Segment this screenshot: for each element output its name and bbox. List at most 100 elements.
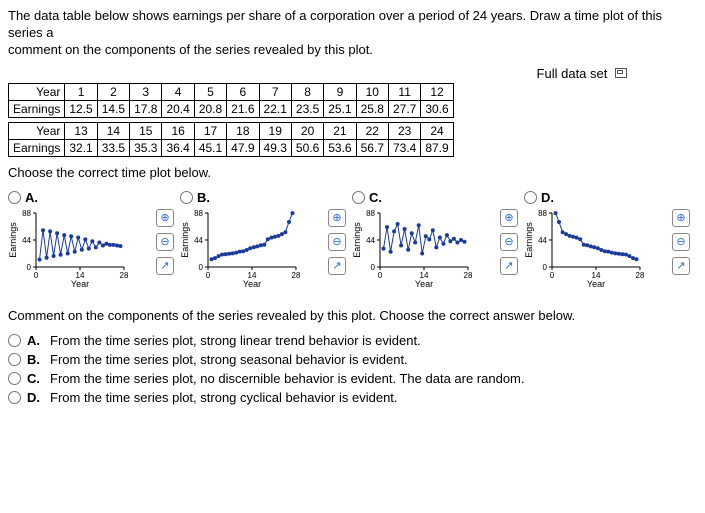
full-data-link-row: Full data set <box>8 65 627 81</box>
plot-radio-0[interactable] <box>8 191 21 204</box>
earnings-cell: 25.8 <box>356 100 388 117</box>
svg-text:0: 0 <box>27 263 32 272</box>
zoom-in-icon[interactable]: ⊕ <box>500 209 518 227</box>
earnings-cell: 45.1 <box>194 139 226 156</box>
earnings-cell: 22.1 <box>259 100 291 117</box>
prompt-line-1: The data table below shows earnings per … <box>8 8 662 40</box>
answer-radio-2[interactable] <box>8 372 21 385</box>
svg-text:88: 88 <box>22 209 31 218</box>
plot-radio-2[interactable] <box>352 191 365 204</box>
year-header: Year <box>9 122 65 139</box>
expand-icon[interactable]: ↗ <box>500 257 518 275</box>
choose-plot-prompt: Choose the correct time plot below. <box>8 165 697 180</box>
expand-icon[interactable]: ↗ <box>156 257 174 275</box>
zoom-out-icon[interactable]: ⊖ <box>156 233 174 251</box>
answer-radio-1[interactable] <box>8 353 21 366</box>
earnings-cell: 56.7 <box>356 139 388 156</box>
earnings-cell: 12.5 <box>65 100 97 117</box>
earnings-cell: 30.6 <box>421 100 453 117</box>
earnings-cell: 14.5 <box>97 100 129 117</box>
earnings-cell: 35.3 <box>130 139 162 156</box>
svg-text:28: 28 <box>636 271 644 280</box>
year-cell: 9 <box>324 83 356 100</box>
year-cell: 19 <box>259 122 291 139</box>
answer-label: B. <box>27 352 40 367</box>
earnings-cell: 27.7 <box>388 100 420 117</box>
plot-radio-1[interactable] <box>180 191 193 204</box>
earnings-header: Earnings <box>9 139 65 156</box>
svg-text:44: 44 <box>22 236 31 245</box>
earnings-cell: 36.4 <box>162 139 194 156</box>
svg-text:28: 28 <box>464 271 472 280</box>
zoom-out-icon[interactable]: ⊖ <box>672 233 690 251</box>
zoom-in-icon[interactable]: ⊕ <box>328 209 346 227</box>
svg-text:28: 28 <box>292 271 300 280</box>
year-cell: 5 <box>194 83 226 100</box>
year-cell: 11 <box>388 83 420 100</box>
svg-text:Earnings: Earnings <box>352 221 362 257</box>
svg-text:0: 0 <box>550 271 555 280</box>
earnings-cell: 17.8 <box>130 100 162 117</box>
year-cell: 7 <box>259 83 291 100</box>
zoom-in-icon[interactable]: ⊕ <box>672 209 690 227</box>
answer-option-b: B. From the time series plot, strong seas… <box>8 352 697 367</box>
data-table-2: Year131415161718192021222324Earnings32.1… <box>8 122 454 157</box>
expand-icon[interactable]: ↗ <box>672 257 690 275</box>
year-cell: 6 <box>227 83 259 100</box>
svg-text:Earnings: Earnings <box>180 221 190 257</box>
prompt-line-2: comment on the components of the series … <box>8 42 373 57</box>
earnings-cell: 33.5 <box>97 139 129 156</box>
year-header: Year <box>9 83 65 100</box>
year-cell: 8 <box>291 83 323 100</box>
earnings-cell: 21.6 <box>227 100 259 117</box>
full-data-link[interactable]: Full data set <box>537 66 608 81</box>
plot-label: C. <box>369 190 382 205</box>
answer-text: From the time series plot, strong season… <box>50 352 408 367</box>
earnings-cell: 53.6 <box>324 139 356 156</box>
plot-label: A. <box>25 190 38 205</box>
year-cell: 23 <box>388 122 420 139</box>
earnings-cell: 50.6 <box>291 139 323 156</box>
expand-icon[interactable]: ↗ <box>328 257 346 275</box>
popup-icon[interactable] <box>615 68 627 78</box>
year-cell: 15 <box>130 122 162 139</box>
zoom-out-icon[interactable]: ⊖ <box>500 233 518 251</box>
year-cell: 2 <box>97 83 129 100</box>
year-cell: 14 <box>97 122 129 139</box>
svg-text:0: 0 <box>199 263 204 272</box>
answer-radio-0[interactable] <box>8 334 21 347</box>
svg-text:Year: Year <box>587 279 605 289</box>
svg-text:0: 0 <box>371 263 376 272</box>
answer-radio-3[interactable] <box>8 391 21 404</box>
plot-radio-3[interactable] <box>524 191 537 204</box>
year-cell: 22 <box>356 122 388 139</box>
zoom-out-icon[interactable]: ⊖ <box>328 233 346 251</box>
svg-text:44: 44 <box>538 236 547 245</box>
year-cell: 20 <box>291 122 323 139</box>
earnings-cell: 47.9 <box>227 139 259 156</box>
plot-chart: 0448801428YearEarnings <box>180 209 300 289</box>
svg-text:0: 0 <box>34 271 39 280</box>
answer-label: A. <box>27 333 40 348</box>
zoom-in-icon[interactable]: ⊕ <box>156 209 174 227</box>
svg-text:28: 28 <box>120 271 128 280</box>
earnings-cell: 20.8 <box>194 100 226 117</box>
plot-option-d: D.0448801428YearEarnings⊕⊖↗ <box>524 190 692 292</box>
plot-option-c: C.0448801428YearEarnings⊕⊖↗ <box>352 190 520 292</box>
svg-text:0: 0 <box>543 263 548 272</box>
svg-text:Earnings: Earnings <box>8 221 18 257</box>
svg-text:Year: Year <box>71 279 89 289</box>
svg-text:44: 44 <box>366 236 375 245</box>
earnings-cell: 32.1 <box>65 139 97 156</box>
earnings-cell: 49.3 <box>259 139 291 156</box>
year-cell: 16 <box>162 122 194 139</box>
answer-text: From the time series plot, strong cyclic… <box>50 390 398 405</box>
year-cell: 18 <box>227 122 259 139</box>
answer-text: From the time series plot, no discernibl… <box>50 371 525 386</box>
earnings-cell: 23.5 <box>291 100 323 117</box>
answer-option-a: A.From the time series plot, strong line… <box>8 333 697 348</box>
svg-text:Year: Year <box>415 279 433 289</box>
plot-chart: 0448801428YearEarnings <box>524 209 644 289</box>
svg-text:44: 44 <box>194 236 203 245</box>
comment-prompt: Comment on the components of the series … <box>8 308 697 323</box>
